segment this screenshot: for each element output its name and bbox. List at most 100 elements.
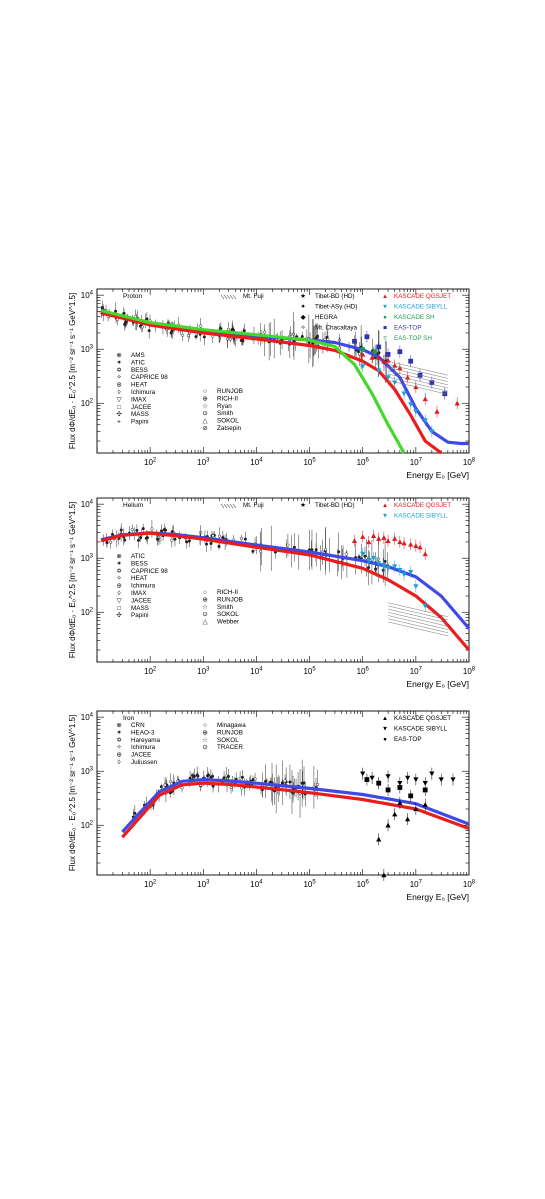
data-point: [376, 557, 380, 561]
y-tick-label: 102: [81, 399, 94, 409]
x-tick-label: 106: [357, 667, 370, 677]
data-point: [264, 779, 268, 783]
legend-label: KASCADE SIBYLL: [394, 726, 448, 733]
legend-symbol: ⊘: [202, 425, 207, 432]
kascade-sibyll-marker: [401, 572, 407, 578]
data-point: [375, 565, 379, 569]
data-point: [191, 773, 195, 778]
legend-label: Hareyama: [131, 737, 161, 744]
data-point: [199, 324, 203, 328]
kascade-sh-marker: [360, 346, 366, 352]
legend-hatch: [229, 294, 234, 300]
legend-label: RICH-II: [217, 395, 238, 402]
data-point: [357, 352, 361, 356]
kascade-qgsjet-marker: [422, 396, 428, 402]
legend-label: Minagawa: [217, 722, 246, 729]
x-tick-label: 104: [250, 667, 263, 677]
data-point: [147, 329, 151, 333]
legend-label: RUNJOB: [217, 596, 243, 603]
legend-symbol: +: [117, 419, 121, 426]
legend-symbol: ✶: [116, 560, 121, 567]
legend-label: Ichimura: [131, 583, 156, 590]
kascade-qgsjet-marker: [381, 358, 387, 364]
kascade-sibyll-marker: [385, 375, 391, 381]
systematic-band-hatch: [388, 380, 448, 395]
legend-symbol: △: [203, 418, 208, 425]
kascade-qgsjet-marker: [369, 354, 375, 360]
y-tick-label: 103: [81, 345, 94, 355]
kascade-sibyll-marker: [429, 429, 435, 435]
legend-label: Webber: [217, 619, 239, 626]
x-tick-label: 108: [463, 458, 476, 468]
legend-label: Smith: [217, 410, 234, 417]
kascade-qgsjet-marker: [401, 540, 407, 546]
data-point: [324, 547, 328, 552]
kascade-sibyll-marker: [422, 780, 428, 786]
legend-symbol: ★: [300, 293, 306, 300]
data-point: [133, 811, 137, 815]
legend-symbol: ▲: [382, 502, 388, 509]
kascade-qgsjet-marker: [417, 544, 423, 550]
kascade-qgsjet-marker: [381, 872, 387, 878]
y-tick-label: 104: [81, 713, 94, 723]
legend-label: KASCADE QGSJET: [394, 502, 451, 509]
legend-symbol: ✡: [116, 737, 121, 744]
legend-symbol: ✣: [116, 612, 121, 619]
legend-label: JACEE: [131, 404, 151, 411]
kascade-sibyll-marker: [366, 558, 372, 564]
panel-title: Helium: [123, 502, 143, 509]
data-point: [130, 527, 134, 532]
data-point: [251, 549, 255, 553]
eas-top-marker: [385, 787, 391, 793]
kascade-qgsjet-marker: [422, 551, 428, 557]
kascade-sibyll-marker: [397, 567, 403, 573]
data-point: [209, 775, 213, 779]
legend-symbol: ◊: [117, 389, 121, 396]
data-point: [109, 540, 113, 544]
legend-hatch: [220, 294, 225, 300]
x-tick-label: 106: [357, 458, 370, 468]
legend-label: Mt. Chacaltaya: [315, 325, 357, 332]
legend-label: BESS: [131, 560, 148, 567]
legend-symbol: ⊕: [202, 395, 207, 402]
data-point: [286, 543, 290, 547]
kascade-qgsjet-marker: [370, 533, 377, 538]
kascade-qgsjet-marker: [397, 365, 403, 371]
model-curve-1: [100, 311, 443, 455]
y-tick-label: 103: [81, 767, 94, 777]
legend-symbol: □: [117, 605, 121, 612]
legend-label: Tibet-ASγ (HD): [315, 304, 357, 311]
kascade-qgsjet-marker: [376, 836, 382, 842]
kascade-sibyll-marker: [429, 771, 435, 777]
legend-label: KASCADE QGSJET: [394, 293, 451, 300]
legend-symbol: ☆: [202, 403, 208, 410]
legend-symbol: ✶: [116, 729, 121, 736]
legend-symbol: ▲: [382, 715, 388, 722]
legend-symbol: ▽: [117, 396, 122, 403]
plot-frame: [96, 497, 470, 663]
data-point: [199, 530, 203, 534]
legend-label: Tibet-BD (HD): [315, 502, 355, 509]
legend-label: AMS: [131, 352, 145, 359]
legend-hatch: [229, 503, 234, 509]
kascade-qgsjet-marker: [392, 811, 398, 817]
legend-symbol: ⊗: [116, 722, 121, 729]
x-tick-label: 107: [410, 458, 423, 468]
kascade-sibyll-marker: [376, 561, 382, 567]
legend-label: EAS-TOP SH: [394, 335, 432, 342]
legend-hatch: [220, 503, 225, 509]
legend-symbol: ✡: [116, 568, 121, 575]
legend-label: RUNJOB: [217, 388, 243, 395]
data-point: [344, 552, 348, 556]
kascade-sibyll-marker: [385, 566, 391, 571]
legend-symbol: ○: [203, 722, 207, 729]
legend-symbol: ◊: [117, 590, 121, 597]
kascade-sibyll-marker: [369, 775, 375, 781]
legend-symbol: ○: [203, 388, 207, 395]
data-point: [145, 317, 149, 321]
legend-hatch: [223, 294, 228, 300]
legend-symbol: ⊕: [202, 729, 207, 736]
kascade-qgsjet-marker: [385, 538, 391, 543]
x-tick-label: 103: [197, 880, 210, 890]
systematic-band-hatch: [388, 367, 448, 382]
